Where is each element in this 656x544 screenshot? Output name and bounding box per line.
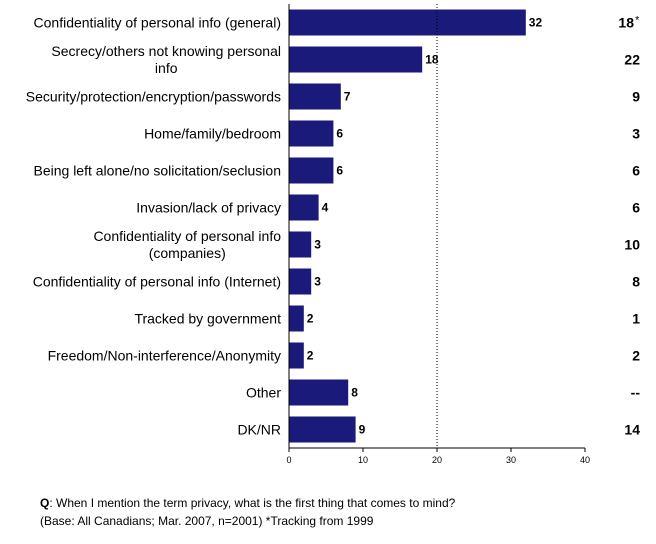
tracking-value: 18 bbox=[618, 15, 634, 31]
bar bbox=[289, 305, 304, 332]
tracking-value: 9 bbox=[632, 89, 640, 105]
value-label: 18 bbox=[425, 53, 439, 67]
tracking-values: 18 * 22 9 3 6 6 10 8 1 2 -- 14 bbox=[618, 15, 640, 438]
bar bbox=[289, 120, 334, 147]
value-label: 32 bbox=[529, 16, 543, 30]
tracking-value: -- bbox=[631, 385, 641, 401]
category-label: Security/protection/encryption/passwords bbox=[26, 89, 281, 105]
value-label: 6 bbox=[336, 164, 343, 178]
bar bbox=[289, 46, 423, 73]
value-label: 3 bbox=[314, 238, 321, 252]
tracking-value: 14 bbox=[624, 422, 640, 438]
value-label: 4 bbox=[322, 201, 329, 215]
category-label: Tracked by government bbox=[134, 311, 281, 327]
category-label: Home/family/bedroom bbox=[144, 126, 281, 142]
bars-layer bbox=[289, 9, 526, 443]
category-label: Invasion/lack of privacy bbox=[136, 200, 281, 216]
x-tick-label: 20 bbox=[432, 455, 442, 465]
tracking-value: 1 bbox=[632, 311, 640, 327]
bar bbox=[289, 268, 312, 295]
tracking-value: 6 bbox=[632, 200, 640, 216]
tracking-value: 2 bbox=[632, 348, 640, 364]
value-label: 6 bbox=[336, 127, 343, 141]
value-label: 2 bbox=[307, 349, 314, 363]
x-tick-label: 30 bbox=[506, 455, 516, 465]
x-tick-label: 40 bbox=[580, 455, 590, 465]
bar bbox=[289, 194, 319, 221]
bar bbox=[289, 342, 304, 369]
category-labels: Confidentiality of personal info (genera… bbox=[26, 15, 282, 438]
bar bbox=[289, 231, 312, 258]
tracking-marker: * bbox=[635, 15, 640, 27]
value-label: 2 bbox=[307, 312, 314, 326]
value-label: 7 bbox=[344, 90, 351, 104]
bar bbox=[289, 83, 341, 110]
tracking-value: 10 bbox=[624, 237, 640, 253]
bar bbox=[289, 416, 356, 443]
category-label: DK/NR bbox=[237, 422, 281, 438]
tracking-value: 3 bbox=[632, 126, 640, 142]
category-label: Confidentiality of personal info (compani… bbox=[93, 228, 281, 261]
x-tick-label: 10 bbox=[358, 455, 368, 465]
bar bbox=[289, 379, 349, 406]
value-label: 3 bbox=[314, 275, 321, 289]
bar bbox=[289, 9, 526, 36]
category-label: Other bbox=[246, 385, 281, 401]
tracking-value: 22 bbox=[624, 52, 640, 68]
bar bbox=[289, 157, 334, 184]
question-text: : When I mention the term privacy, what … bbox=[49, 496, 456, 510]
category-label: Secrecy/others not knowing personal info bbox=[51, 43, 281, 76]
x-tick-label: 0 bbox=[286, 455, 291, 465]
question-label: Q bbox=[40, 496, 50, 510]
footnote-question: Q: When I mention the term privacy, what… bbox=[40, 496, 455, 510]
x-axis: 0 10 20 30 40 bbox=[286, 4, 590, 465]
category-label: Confidentiality of personal info (Intern… bbox=[33, 274, 281, 290]
value-label: 9 bbox=[359, 423, 366, 437]
footnote-base: (Base: All Canadians; Mar. 2007, n=2001)… bbox=[40, 514, 374, 528]
category-label: Freedom/Non-interference/Anonymity bbox=[48, 348, 281, 364]
tracking-value: 8 bbox=[632, 274, 640, 290]
category-label: Being left alone/no solicitation/seclusi… bbox=[34, 163, 282, 179]
category-label: Confidentiality of personal info (genera… bbox=[34, 15, 281, 31]
tracking-value: 6 bbox=[632, 163, 640, 179]
value-label: 8 bbox=[351, 386, 358, 400]
